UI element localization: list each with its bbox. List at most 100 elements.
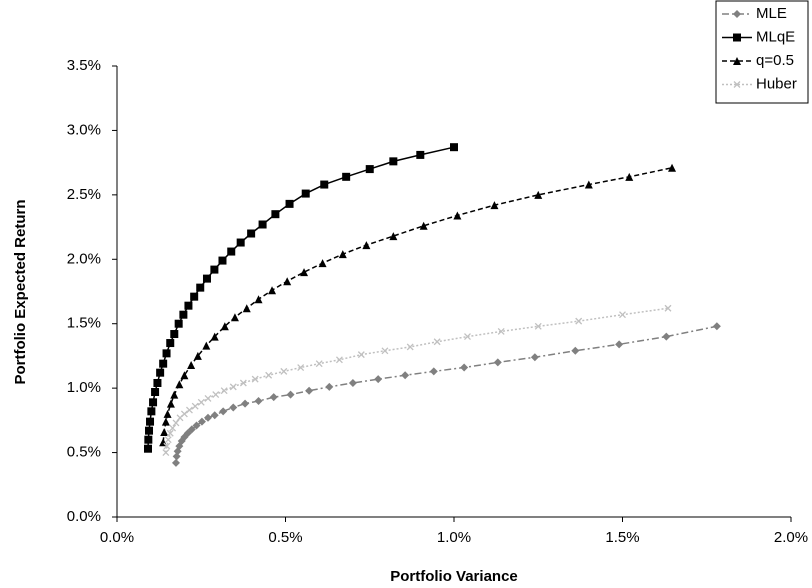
marker [297,364,305,371]
marker [187,425,196,434]
y-axis-title: Portfolio Expected Return [12,199,29,384]
legend-label: MLE [756,5,787,22]
marker [169,424,177,432]
marker [210,265,219,274]
series-line [175,325,718,463]
marker [166,429,174,437]
x-axis-title: Portfolio Variance [390,568,518,585]
x-tick-label: 1.5% [605,529,639,546]
marker [269,393,278,402]
marker [174,319,183,328]
marker [490,201,499,210]
marker [184,301,193,310]
marker [192,421,201,430]
series-line [147,146,455,449]
marker [251,375,259,383]
marker [285,199,294,208]
marker [164,436,172,444]
marker [162,349,171,358]
marker [664,304,672,312]
marker [144,435,153,444]
marker [625,172,634,181]
marker [325,382,334,391]
marker [460,363,469,372]
marker [271,210,280,219]
marker [268,286,277,295]
x-tick-label: 2.0% [774,529,808,546]
marker [236,238,245,247]
legend-label: MLqE [756,28,795,45]
marker [170,390,179,399]
marker [145,426,154,435]
marker [450,143,458,152]
y-tick-label: 0.0% [67,508,101,525]
marker [497,327,505,335]
marker [419,221,428,230]
marker [196,283,205,292]
x-tick-label: 1.0% [437,529,471,546]
marker [197,398,205,406]
marker [433,338,441,346]
marker [286,390,295,399]
y-tick-label: 3.5% [67,57,101,74]
y-tick-label: 2.5% [67,186,101,203]
marker [429,367,438,376]
marker [338,250,347,259]
legend-marker [733,57,741,65]
marker [342,172,351,181]
marker [247,229,256,238]
x-tick-label: 0.0% [100,529,134,546]
x-tick-label: 0.5% [268,529,302,546]
legend-box [715,0,809,104]
marker [615,340,624,349]
marker [229,403,238,412]
marker [204,394,212,402]
marker [153,378,162,387]
marker [187,360,196,369]
marker [220,322,229,331]
marker [149,398,158,407]
marker [619,311,626,319]
marker [166,339,175,348]
marker [534,322,542,330]
marker [202,341,211,350]
marker [258,220,267,229]
marker [335,356,343,364]
marker [180,410,188,418]
marker [348,378,357,387]
marker [180,371,189,380]
marker [389,157,398,166]
marker [170,330,179,339]
marker [315,360,323,368]
marker [575,317,583,325]
marker [146,417,155,426]
marker [265,371,273,379]
marker [193,351,202,360]
marker [530,353,539,362]
marker [365,165,374,174]
marker [163,442,171,450]
marker [534,190,543,199]
marker [161,417,170,426]
marker [416,150,425,159]
marker [362,241,371,250]
legend-label: q=0.5 [756,52,794,69]
marker [179,310,188,319]
marker [162,449,170,457]
marker [218,256,227,265]
marker [305,386,314,395]
marker [300,268,309,277]
marker [175,380,184,389]
marker [210,411,219,420]
marker [229,383,237,391]
marker [406,343,414,351]
marker [254,295,263,304]
marker [242,304,251,313]
marker [191,402,199,410]
marker [197,417,206,426]
y-tick-label: 1.5% [67,315,101,332]
marker [571,346,580,355]
marker [166,399,175,408]
